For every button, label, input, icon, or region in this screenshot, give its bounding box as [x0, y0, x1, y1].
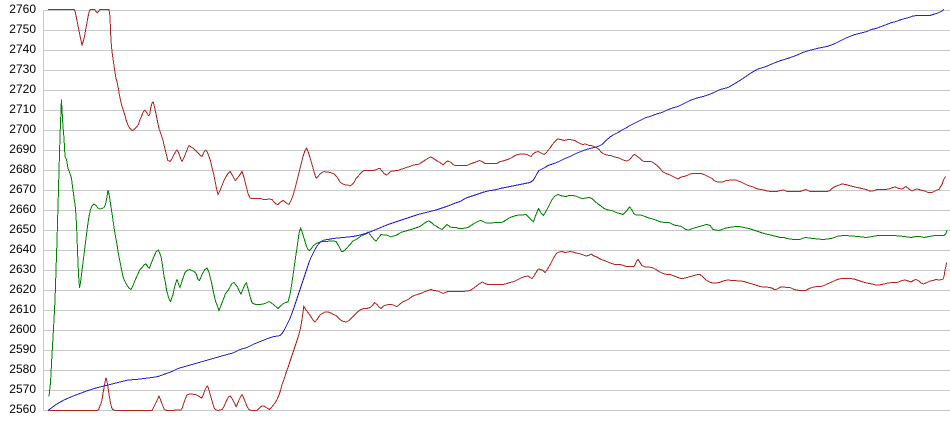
svg-text:2720: 2720	[9, 82, 36, 96]
svg-text:2590: 2590	[9, 342, 36, 356]
svg-text:2760: 2760	[9, 2, 36, 16]
svg-text:2600: 2600	[9, 322, 36, 336]
svg-text:2730: 2730	[9, 62, 36, 76]
svg-text:2570: 2570	[9, 382, 36, 396]
svg-text:2740: 2740	[9, 42, 36, 56]
svg-text:2710: 2710	[9, 102, 36, 116]
svg-text:2640: 2640	[9, 242, 36, 256]
svg-text:2580: 2580	[9, 362, 36, 376]
svg-text:2660: 2660	[9, 202, 36, 216]
svg-text:2650: 2650	[9, 222, 36, 236]
svg-text:2690: 2690	[9, 142, 36, 156]
svg-text:2700: 2700	[9, 122, 36, 136]
svg-text:2670: 2670	[9, 182, 36, 196]
svg-text:2560: 2560	[9, 402, 36, 416]
svg-text:2630: 2630	[9, 262, 36, 276]
svg-text:2610: 2610	[9, 302, 36, 316]
svg-text:2680: 2680	[9, 162, 36, 176]
svg-text:2750: 2750	[9, 22, 36, 36]
svg-text:2620: 2620	[9, 282, 36, 296]
